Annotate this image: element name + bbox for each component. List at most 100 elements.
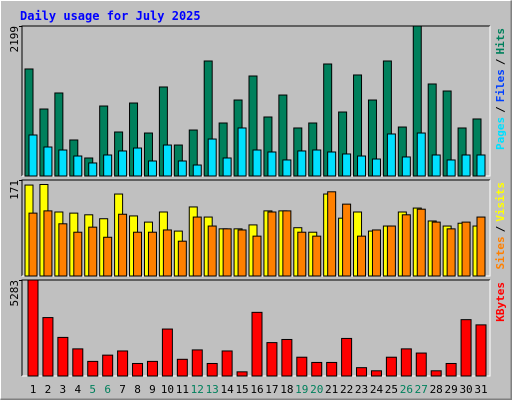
bar <box>297 231 307 277</box>
x-tick-label: 21 <box>325 383 338 396</box>
bar <box>252 149 262 177</box>
bar <box>431 221 441 277</box>
bar <box>311 361 323 377</box>
chart-title: Daily usage for July 2025 <box>20 9 201 23</box>
bar <box>475 324 487 377</box>
y-tick-label: 2199 <box>8 26 21 53</box>
x-tick-label: 16 <box>250 383 263 396</box>
x-tick-label: 8 <box>134 383 141 396</box>
bar <box>446 159 456 177</box>
x-tick-label: 23 <box>355 383 368 396</box>
bar <box>357 235 367 277</box>
bar <box>132 362 144 377</box>
bar <box>28 212 38 277</box>
x-tick-label: 13 <box>206 383 219 396</box>
bar <box>27 279 39 377</box>
bar <box>88 226 98 277</box>
bar <box>58 223 68 277</box>
bar <box>385 356 397 377</box>
bar <box>28 134 38 177</box>
bar <box>72 348 84 377</box>
bar <box>58 149 68 177</box>
bar <box>252 235 262 277</box>
bar <box>43 210 53 277</box>
bar <box>297 150 307 177</box>
x-tick-label: 6 <box>104 383 111 396</box>
bar <box>416 132 426 177</box>
x-tick-label: 1 <box>30 383 37 396</box>
bar <box>415 352 427 377</box>
x-tick-label: 9 <box>149 383 156 396</box>
x-tick-label: 4 <box>74 383 81 396</box>
bar <box>386 133 396 177</box>
bar <box>73 231 83 277</box>
bar <box>237 229 247 277</box>
bar <box>327 191 337 277</box>
bar <box>102 354 114 377</box>
x-tick-label: 5 <box>89 383 96 396</box>
bar <box>267 151 277 177</box>
x-tick-label: 3 <box>60 383 67 396</box>
bar <box>161 328 173 377</box>
bar <box>222 228 232 277</box>
x-tick-label: 29 <box>445 383 458 396</box>
bar <box>221 350 233 377</box>
legend-entry: KBytes <box>494 282 507 322</box>
bar <box>118 213 128 277</box>
x-tick-label: 31 <box>474 383 487 396</box>
legend: Pages / Files / Hits <box>494 28 507 150</box>
bar <box>177 160 187 177</box>
x-tick-label: 28 <box>430 383 443 396</box>
bar <box>88 162 98 177</box>
bar <box>147 231 157 277</box>
bar <box>176 358 188 377</box>
legend: KBytes <box>494 282 507 322</box>
y-tick-label: 5283 <box>8 280 21 307</box>
bar <box>312 149 322 177</box>
bar <box>326 361 338 377</box>
bar <box>371 229 381 277</box>
bar <box>296 356 308 377</box>
bar <box>118 150 128 177</box>
bar <box>192 164 202 177</box>
bar <box>267 211 277 277</box>
bar <box>282 159 292 177</box>
x-tick-label: 2 <box>45 383 52 396</box>
bar <box>177 240 187 277</box>
bar <box>207 225 217 277</box>
bar <box>133 147 143 177</box>
legend-entry: / <box>494 106 507 113</box>
bar <box>327 151 337 177</box>
bar <box>87 360 99 377</box>
legend-entry: / <box>494 58 507 65</box>
bar <box>356 367 368 377</box>
bar <box>43 146 53 177</box>
bar <box>191 349 203 377</box>
x-tick-label: 26 <box>400 383 413 396</box>
legend-entry: Hits <box>494 28 507 55</box>
x-tick-label: 25 <box>385 383 398 396</box>
x-tick-label: 10 <box>161 383 174 396</box>
x-tick-label: 24 <box>370 383 384 396</box>
bar <box>207 138 217 177</box>
bar <box>371 158 381 177</box>
bar <box>431 154 441 177</box>
bar <box>237 127 247 177</box>
bar <box>401 214 411 277</box>
legend: Sites / Visits <box>494 182 507 270</box>
bar <box>42 317 54 377</box>
x-tick-label: 27 <box>415 383 428 396</box>
legend-entry: Sites <box>494 236 507 269</box>
bar <box>162 229 172 277</box>
bar <box>146 360 158 377</box>
bar <box>461 221 471 277</box>
legend-entry: Visits <box>494 182 507 222</box>
x-tick-label: 12 <box>191 383 204 396</box>
bar <box>133 231 143 277</box>
bar <box>401 156 411 177</box>
bar <box>57 336 69 377</box>
x-tick-label: 7 <box>119 383 126 396</box>
bar <box>476 154 486 177</box>
